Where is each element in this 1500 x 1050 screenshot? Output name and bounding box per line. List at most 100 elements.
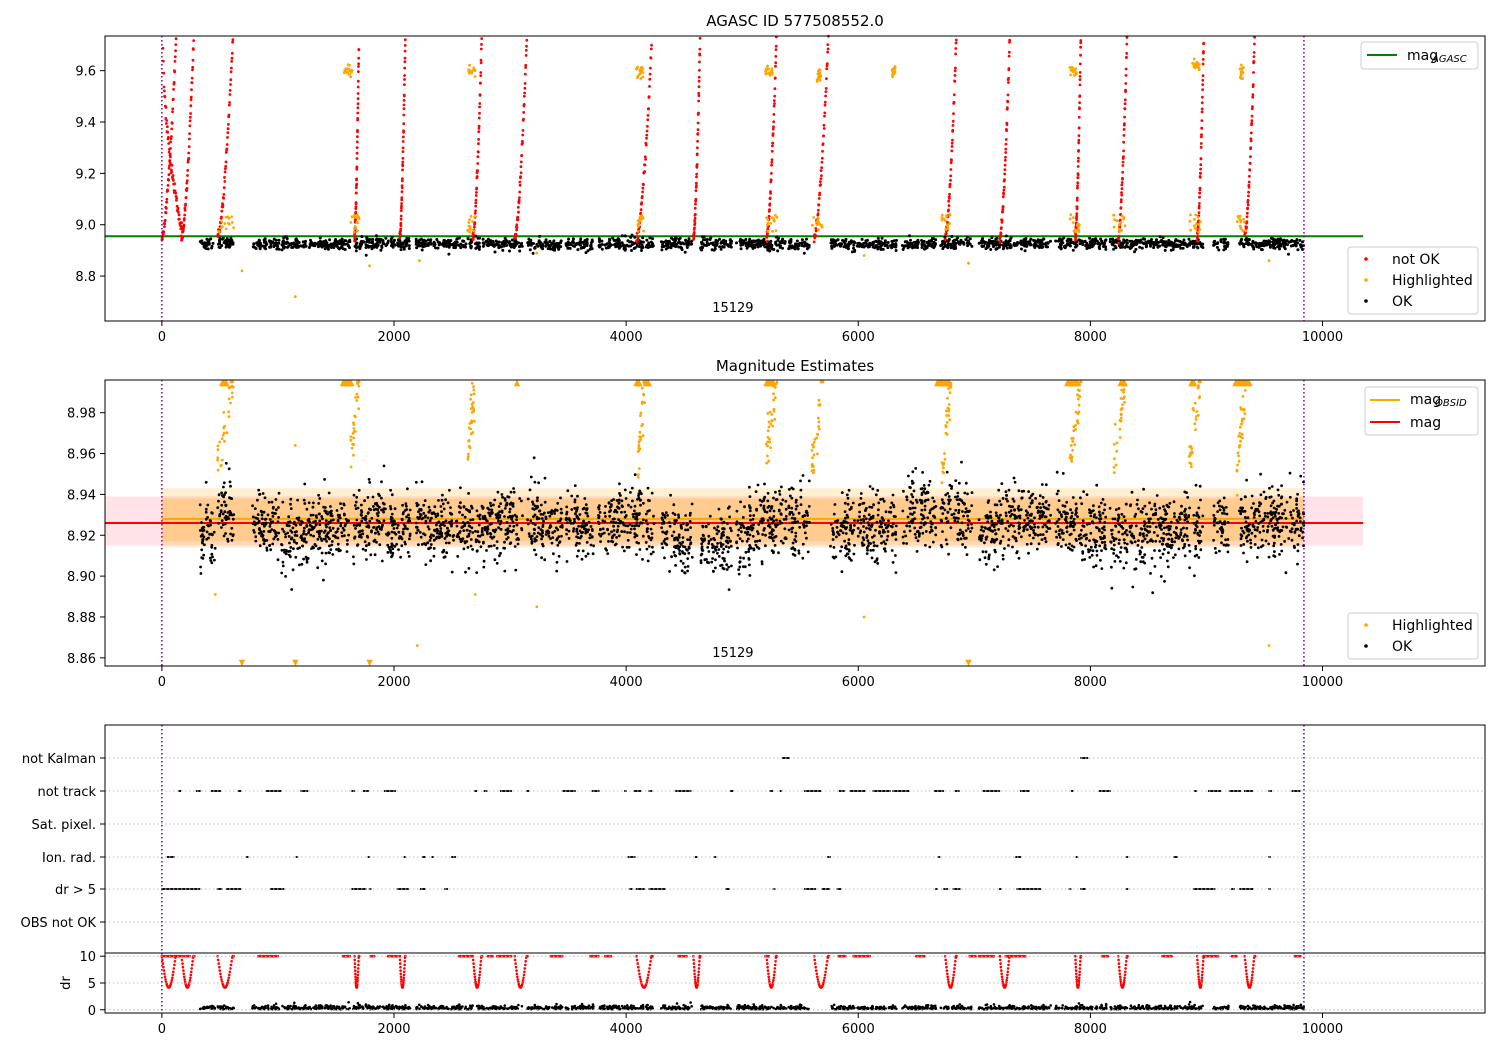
not-ok-point (1200, 101, 1204, 105)
ok-point (610, 503, 613, 506)
ok-point (615, 499, 619, 502)
ok-point (499, 520, 503, 523)
ok-point (461, 537, 465, 541)
highlighted-point (1196, 215, 1200, 219)
not-ok-point (825, 62, 829, 66)
not-ok-point (164, 211, 168, 215)
ok-point (543, 558, 547, 562)
not-ok-point (820, 166, 824, 170)
ok-point (495, 516, 499, 520)
legend-agasc-subscript: AGASC (1431, 54, 1467, 65)
ok-point (635, 521, 639, 525)
highlighted-point (1068, 217, 1072, 221)
not-ok-point (1007, 67, 1011, 70)
ok-point (666, 243, 670, 247)
not-ok-point (1077, 156, 1080, 160)
ok-point (994, 243, 998, 247)
ok-point (1224, 247, 1227, 251)
ok-point (533, 528, 536, 532)
ok-point (639, 521, 642, 524)
ok-point (565, 516, 568, 520)
not-ok-point (697, 91, 701, 95)
ok-point (388, 547, 392, 551)
ok-point (253, 523, 257, 527)
agasc-magnitude-panel: AGASC ID 577508552.0 15129 0 2000 4000 6000… (75, 12, 1486, 345)
ok-point (457, 535, 461, 539)
not-ok-point (174, 43, 178, 46)
not-ok-point (171, 174, 175, 177)
highlighted-point (471, 228, 474, 232)
not-ok-point (636, 236, 640, 240)
ok-point (340, 507, 344, 510)
ok-point (389, 507, 393, 511)
not-ok-point (948, 182, 952, 186)
ok-point (335, 530, 339, 533)
highlighted-point (346, 63, 350, 66)
ok-point (1098, 247, 1102, 251)
ok-point (274, 498, 278, 501)
ok-point (540, 556, 543, 560)
ok-point (481, 244, 485, 248)
not-ok-point (1200, 135, 1203, 139)
not-ok-point (231, 38, 235, 42)
ok-point (358, 522, 362, 526)
ok-point (546, 529, 550, 533)
ok-point (371, 237, 375, 241)
ok-point (390, 493, 394, 497)
not-ok-point (230, 51, 234, 55)
ok-point (512, 524, 516, 528)
ok-point (619, 494, 622, 497)
ok-point (1291, 239, 1295, 243)
ok-point (357, 530, 361, 534)
ok-point (374, 531, 377, 535)
ok-point (422, 532, 425, 536)
ok-point (488, 522, 492, 526)
ok-point (575, 529, 579, 533)
ok-point (332, 534, 335, 538)
ok-point (511, 243, 515, 246)
highlighted-point (820, 224, 824, 228)
ok-point (585, 512, 589, 515)
ok-point (681, 562, 685, 565)
not-ok-point (698, 60, 701, 64)
ok-point (849, 239, 853, 243)
ok-point (1192, 246, 1195, 249)
ok-point (660, 248, 664, 252)
not-ok-point (186, 169, 190, 172)
ok-point (623, 530, 626, 534)
not-ok-point (947, 199, 951, 203)
ok-point (260, 517, 264, 521)
ok-point (511, 502, 515, 505)
not-ok-point (183, 213, 187, 217)
not-ok-point (1124, 82, 1128, 85)
ok-point (487, 511, 491, 515)
ok-point (495, 561, 499, 565)
ok-point (357, 488, 361, 492)
ok-point (220, 503, 224, 507)
ok-point (332, 518, 335, 522)
ok-point (570, 494, 574, 498)
ok-point (404, 240, 408, 244)
ok-point (606, 552, 610, 555)
ok-point (1262, 244, 1266, 248)
not-ok-point (402, 94, 406, 98)
ok-point (210, 532, 213, 536)
ok-point (633, 509, 636, 513)
ok-point (390, 241, 394, 245)
ok-point (434, 537, 438, 540)
ok-point (312, 526, 316, 529)
ok-point (930, 243, 934, 247)
ok-point (458, 530, 462, 533)
ok-point (576, 248, 580, 252)
ok-point (650, 532, 654, 535)
ok-point (1161, 236, 1165, 240)
not-ok-point (819, 183, 822, 187)
ok-point (559, 241, 563, 245)
ok-point (629, 235, 633, 239)
not-ok-point (696, 139, 699, 143)
ok-point (498, 522, 502, 526)
highlighted-point (766, 221, 770, 225)
ok-point (471, 531, 475, 534)
ok-point (661, 518, 664, 521)
